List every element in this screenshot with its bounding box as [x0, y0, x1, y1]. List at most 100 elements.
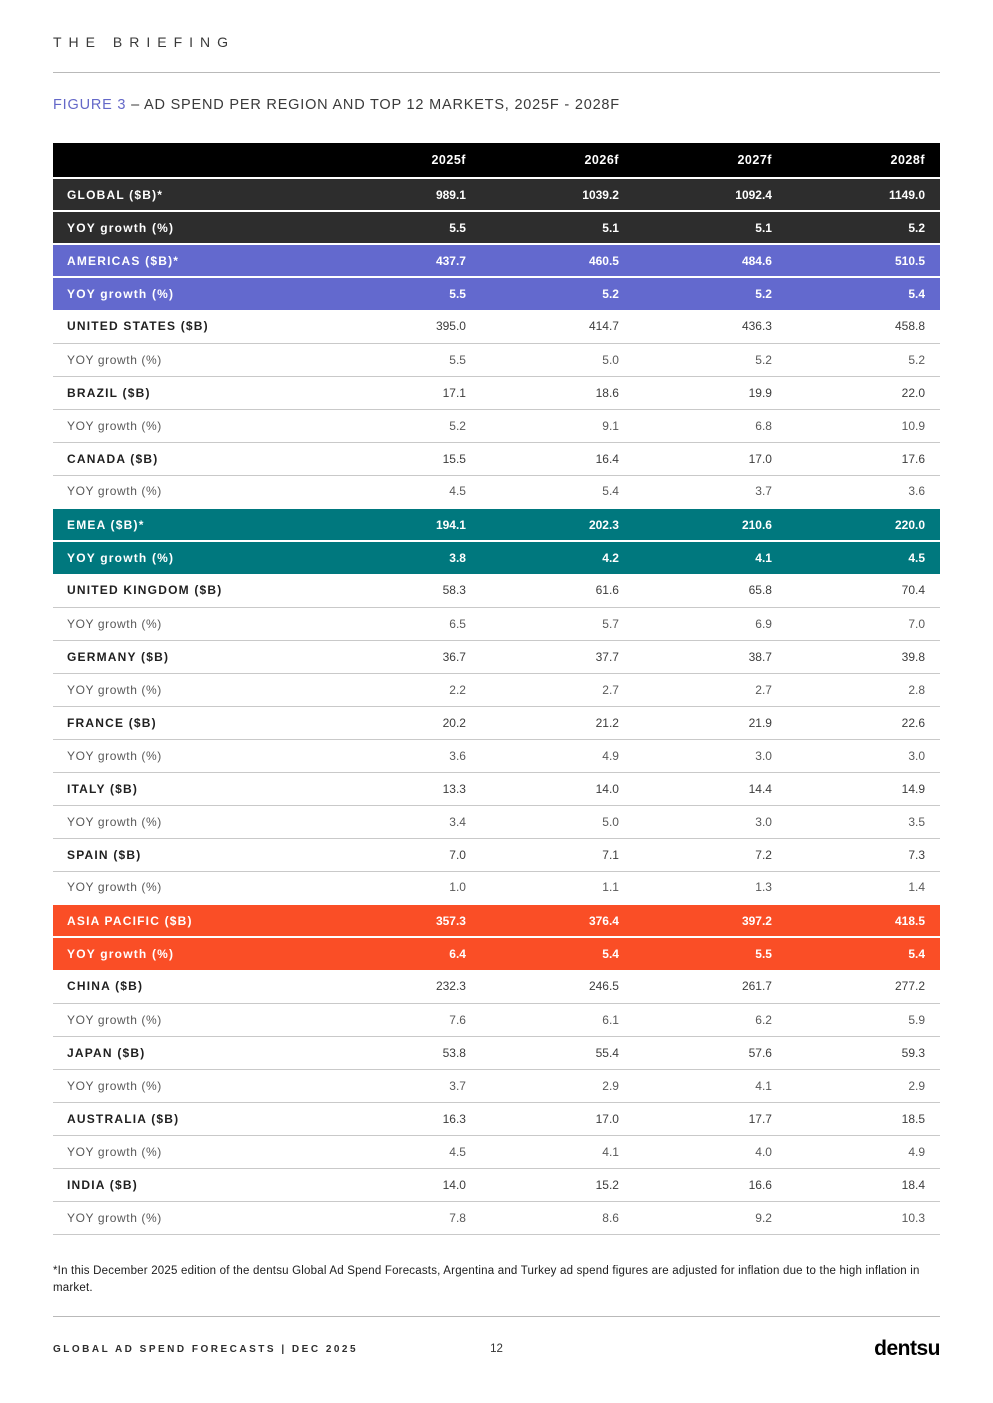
value-cell: 1.3: [633, 870, 787, 904]
value-cell: 5.7: [480, 606, 634, 640]
value-cell: 210.6: [633, 507, 787, 541]
value-cell: 376.4: [480, 903, 634, 937]
value-cell: 458.8: [894, 319, 925, 334]
value-cell: 2.8: [786, 672, 940, 706]
value-cell: 17.0: [633, 441, 787, 475]
value-cell: 61.6: [595, 583, 619, 598]
dentsu-logo: dentsu: [874, 1337, 941, 1360]
column-header-2028f: 2028f: [786, 143, 940, 178]
value-cell: 246.5: [588, 979, 619, 994]
value-cell: 484.6: [633, 243, 787, 277]
value-cell: 70.4: [901, 583, 925, 598]
value-cell: 16.6: [633, 1167, 787, 1201]
table-row: YOY growth (%) 7.8 8.6 9.2 10.3: [53, 1200, 940, 1235]
value-cell: 6.9: [633, 606, 787, 640]
brand-header: THE BRIEFING: [53, 34, 236, 50]
value-cell: 18.5: [786, 1101, 940, 1135]
table-row: YOY growth (%) 1.0 1.1 1.3 1.4: [53, 870, 940, 904]
value-cell: 5.0: [480, 342, 634, 376]
value-cell: 437.7: [327, 243, 481, 277]
table-row: YOY growth (%) 7.6 6.1 6.2 5.9: [53, 1002, 940, 1036]
table-row: UNITED KINGDOM ($B) 58.3 61.6 65.8 70.4: [53, 574, 940, 607]
table-row: EMEA ($B)* 194.1 202.3 210.6 220.0: [53, 507, 940, 541]
row-label: INDIA ($B): [53, 1167, 328, 1201]
figure-title-text: – AD SPEND PER REGION AND TOP 12 MARKETS…: [131, 97, 620, 113]
value-cell: 460.5: [480, 243, 634, 277]
value-cell: 5.5: [327, 276, 481, 310]
value-cell: 3.8: [327, 540, 481, 574]
value-cell: 5.0: [480, 804, 634, 838]
row-label: YOY growth (%): [53, 606, 328, 640]
value-cell: 5.1: [480, 210, 634, 244]
table-row: YOY growth (%) 5.2 9.1 6.8 10.9: [53, 408, 940, 442]
value-cell: 4.5: [327, 1134, 481, 1168]
value-cell: 1149.0: [786, 177, 940, 211]
value-cell: 3.6: [327, 738, 481, 772]
value-cell: 39.8: [786, 639, 940, 673]
value-cell: 17.0: [480, 1101, 634, 1135]
value-cell: 3.4: [327, 804, 481, 838]
table-row: ASIA PACIFIC ($B) 357.3 376.4 397.2 418.5: [53, 903, 940, 937]
value-cell: 5.5: [633, 936, 787, 970]
page-footer: GLOBAL AD SPEND FORECASTS | DEC 2025 12 …: [53, 1316, 941, 1361]
footnote: *In this December 2025 edition of the de…: [53, 1264, 920, 1294]
value-cell: 2.9: [480, 1068, 634, 1102]
value-cell: 3.7: [633, 474, 787, 508]
table-row: JAPAN ($B) 53.8 55.4 57.6 59.3: [53, 1035, 940, 1069]
value-cell: 7.0: [786, 606, 940, 640]
value-cell: 1.4: [786, 870, 940, 904]
value-cell: 9.1: [480, 408, 634, 442]
value-cell: 4.9: [786, 1134, 940, 1168]
table-row: BRAZIL ($B) 17.1 18.6 19.9 22.0: [53, 375, 940, 409]
value-cell: 261.7: [741, 979, 772, 994]
row-label: CANADA ($B): [53, 441, 328, 475]
column-header-2027f: 2027f: [633, 143, 787, 178]
value-cell: 2.2: [327, 672, 481, 706]
row-label: YOY growth (%): [53, 936, 328, 970]
value-cell: 55.4: [480, 1035, 634, 1069]
row-label: UNITED KINGDOM ($B): [67, 583, 223, 598]
value-cell: 9.2: [633, 1200, 787, 1235]
table-row: YOY growth (%) 3.7 2.9 4.1 2.9: [53, 1068, 940, 1102]
row-label: YOY growth (%): [53, 342, 328, 376]
value-cell: 7.2: [633, 837, 787, 871]
value-cell: 8.6: [480, 1200, 634, 1235]
value-cell: 2.9: [786, 1068, 940, 1102]
value-cell: 277.2: [894, 979, 925, 994]
table-row: UNITED STATES ($B) 395.0 414.7 436.3 458.8: [53, 310, 940, 343]
value-cell: 17.1: [327, 375, 481, 409]
top-divider: [53, 72, 940, 73]
value-cell: 14.0: [327, 1167, 481, 1201]
table-row: ITALY ($B) 13.3 14.0 14.4 14.9: [53, 771, 940, 805]
row-label: JAPAN ($B): [53, 1035, 328, 1069]
value-cell: 14.9: [786, 771, 940, 805]
value-cell: 19.9: [633, 375, 787, 409]
value-cell: 357.3: [327, 903, 481, 937]
value-cell: 436.3: [741, 319, 772, 334]
value-cell: 202.3: [480, 507, 634, 541]
table-row: INDIA ($B) 14.0 15.2 16.6 18.4: [53, 1167, 940, 1201]
value-cell: 18.4: [786, 1167, 940, 1201]
value-cell: 3.5: [786, 804, 940, 838]
value-cell: 1.0: [327, 870, 481, 904]
row-label: GLOBAL ($B)*: [53, 177, 328, 211]
value-cell: 53.8: [327, 1035, 481, 1069]
value-cell: 57.6: [633, 1035, 787, 1069]
table-row: CANADA ($B) 15.5 16.4 17.0 17.6: [53, 441, 940, 475]
row-label: YOY growth (%): [53, 1068, 328, 1102]
value-cell: 22.6: [786, 705, 940, 739]
row-label: UNITED STATES ($B): [67, 319, 209, 334]
value-cell: 5.2: [786, 210, 940, 244]
corner-cell: [53, 143, 328, 178]
value-cell: 36.7: [327, 639, 481, 673]
value-cell: 5.9: [786, 1002, 940, 1036]
value-cell: 21.2: [480, 705, 634, 739]
table-row: YOY growth (%) 6.5 5.7 6.9 7.0: [53, 606, 940, 640]
footer-report-name: GLOBAL AD SPEND FORECASTS | DEC 2025: [53, 1343, 359, 1355]
value-cell: 5.4: [786, 936, 940, 970]
value-cell: 4.9: [480, 738, 634, 772]
row-label: YOY growth (%): [53, 672, 328, 706]
row-label: ITALY ($B): [53, 771, 328, 805]
value-cell: 1039.2: [480, 177, 634, 211]
row-label: YOY growth (%): [53, 474, 328, 508]
